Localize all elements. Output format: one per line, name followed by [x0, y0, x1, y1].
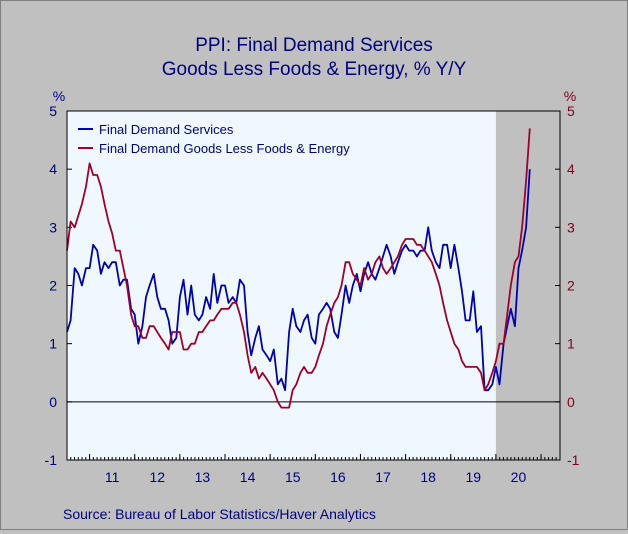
y-tick-label-left: 4: [49, 161, 57, 177]
y-tick-label-left: 3: [49, 219, 57, 235]
plot-border: [66, 110, 561, 461]
legend-label: Final Demand Services: [99, 122, 234, 137]
x-tick-label: 18: [420, 469, 436, 485]
series-line-goods: [66, 128, 531, 409]
y-tick-label-right: 5: [567, 103, 575, 119]
series-line-services: [66, 169, 531, 392]
source-note: Source: Bureau of Labor Statistics/Haver…: [63, 506, 376, 522]
right-axis-unit: %: [564, 88, 576, 104]
y-tick-label-left: 0: [49, 394, 57, 410]
y-tick-label-right: 0: [567, 394, 575, 410]
y-tick-label-right: 2: [567, 278, 575, 294]
legend-label: Final Demand Goods Less Foods & Energy: [99, 141, 350, 156]
x-tick-label: 12: [150, 469, 166, 485]
x-tick-label: 16: [330, 469, 346, 485]
x-tick-label: 19: [466, 469, 482, 485]
y-tick-label-right: 3: [567, 219, 575, 235]
x-tick-label: 17: [375, 469, 391, 485]
plot-area: -1 -10 01 12 23 34 45 511 12 13 14 15 16 17 18 19 20Fina…: [45, 103, 580, 485]
x-tick-label: 11: [105, 469, 120, 485]
chart-title: PPI: Final Demand Services: [195, 35, 433, 56]
plot-background: [67, 111, 560, 460]
y-tick-label-left: 2: [49, 278, 57, 294]
x-tick-label: 20: [511, 469, 527, 485]
y-tick-label-left: -1: [45, 452, 58, 468]
chart-subtitle: Goods Less Foods & Energy, % Y/Y: [162, 59, 467, 80]
x-tick-label: 15: [285, 469, 301, 485]
x-tick-label: 13: [195, 469, 211, 485]
y-tick-label-left: 1: [49, 336, 57, 352]
x-tick-label: 14: [240, 469, 256, 485]
y-tick-label-left: 5: [49, 103, 57, 119]
left-axis-unit: %: [53, 88, 65, 104]
y-tick-label-right: -1: [567, 452, 580, 468]
y-tick-label-right: 1: [567, 336, 575, 352]
y-tick-label-right: 4: [567, 161, 575, 177]
